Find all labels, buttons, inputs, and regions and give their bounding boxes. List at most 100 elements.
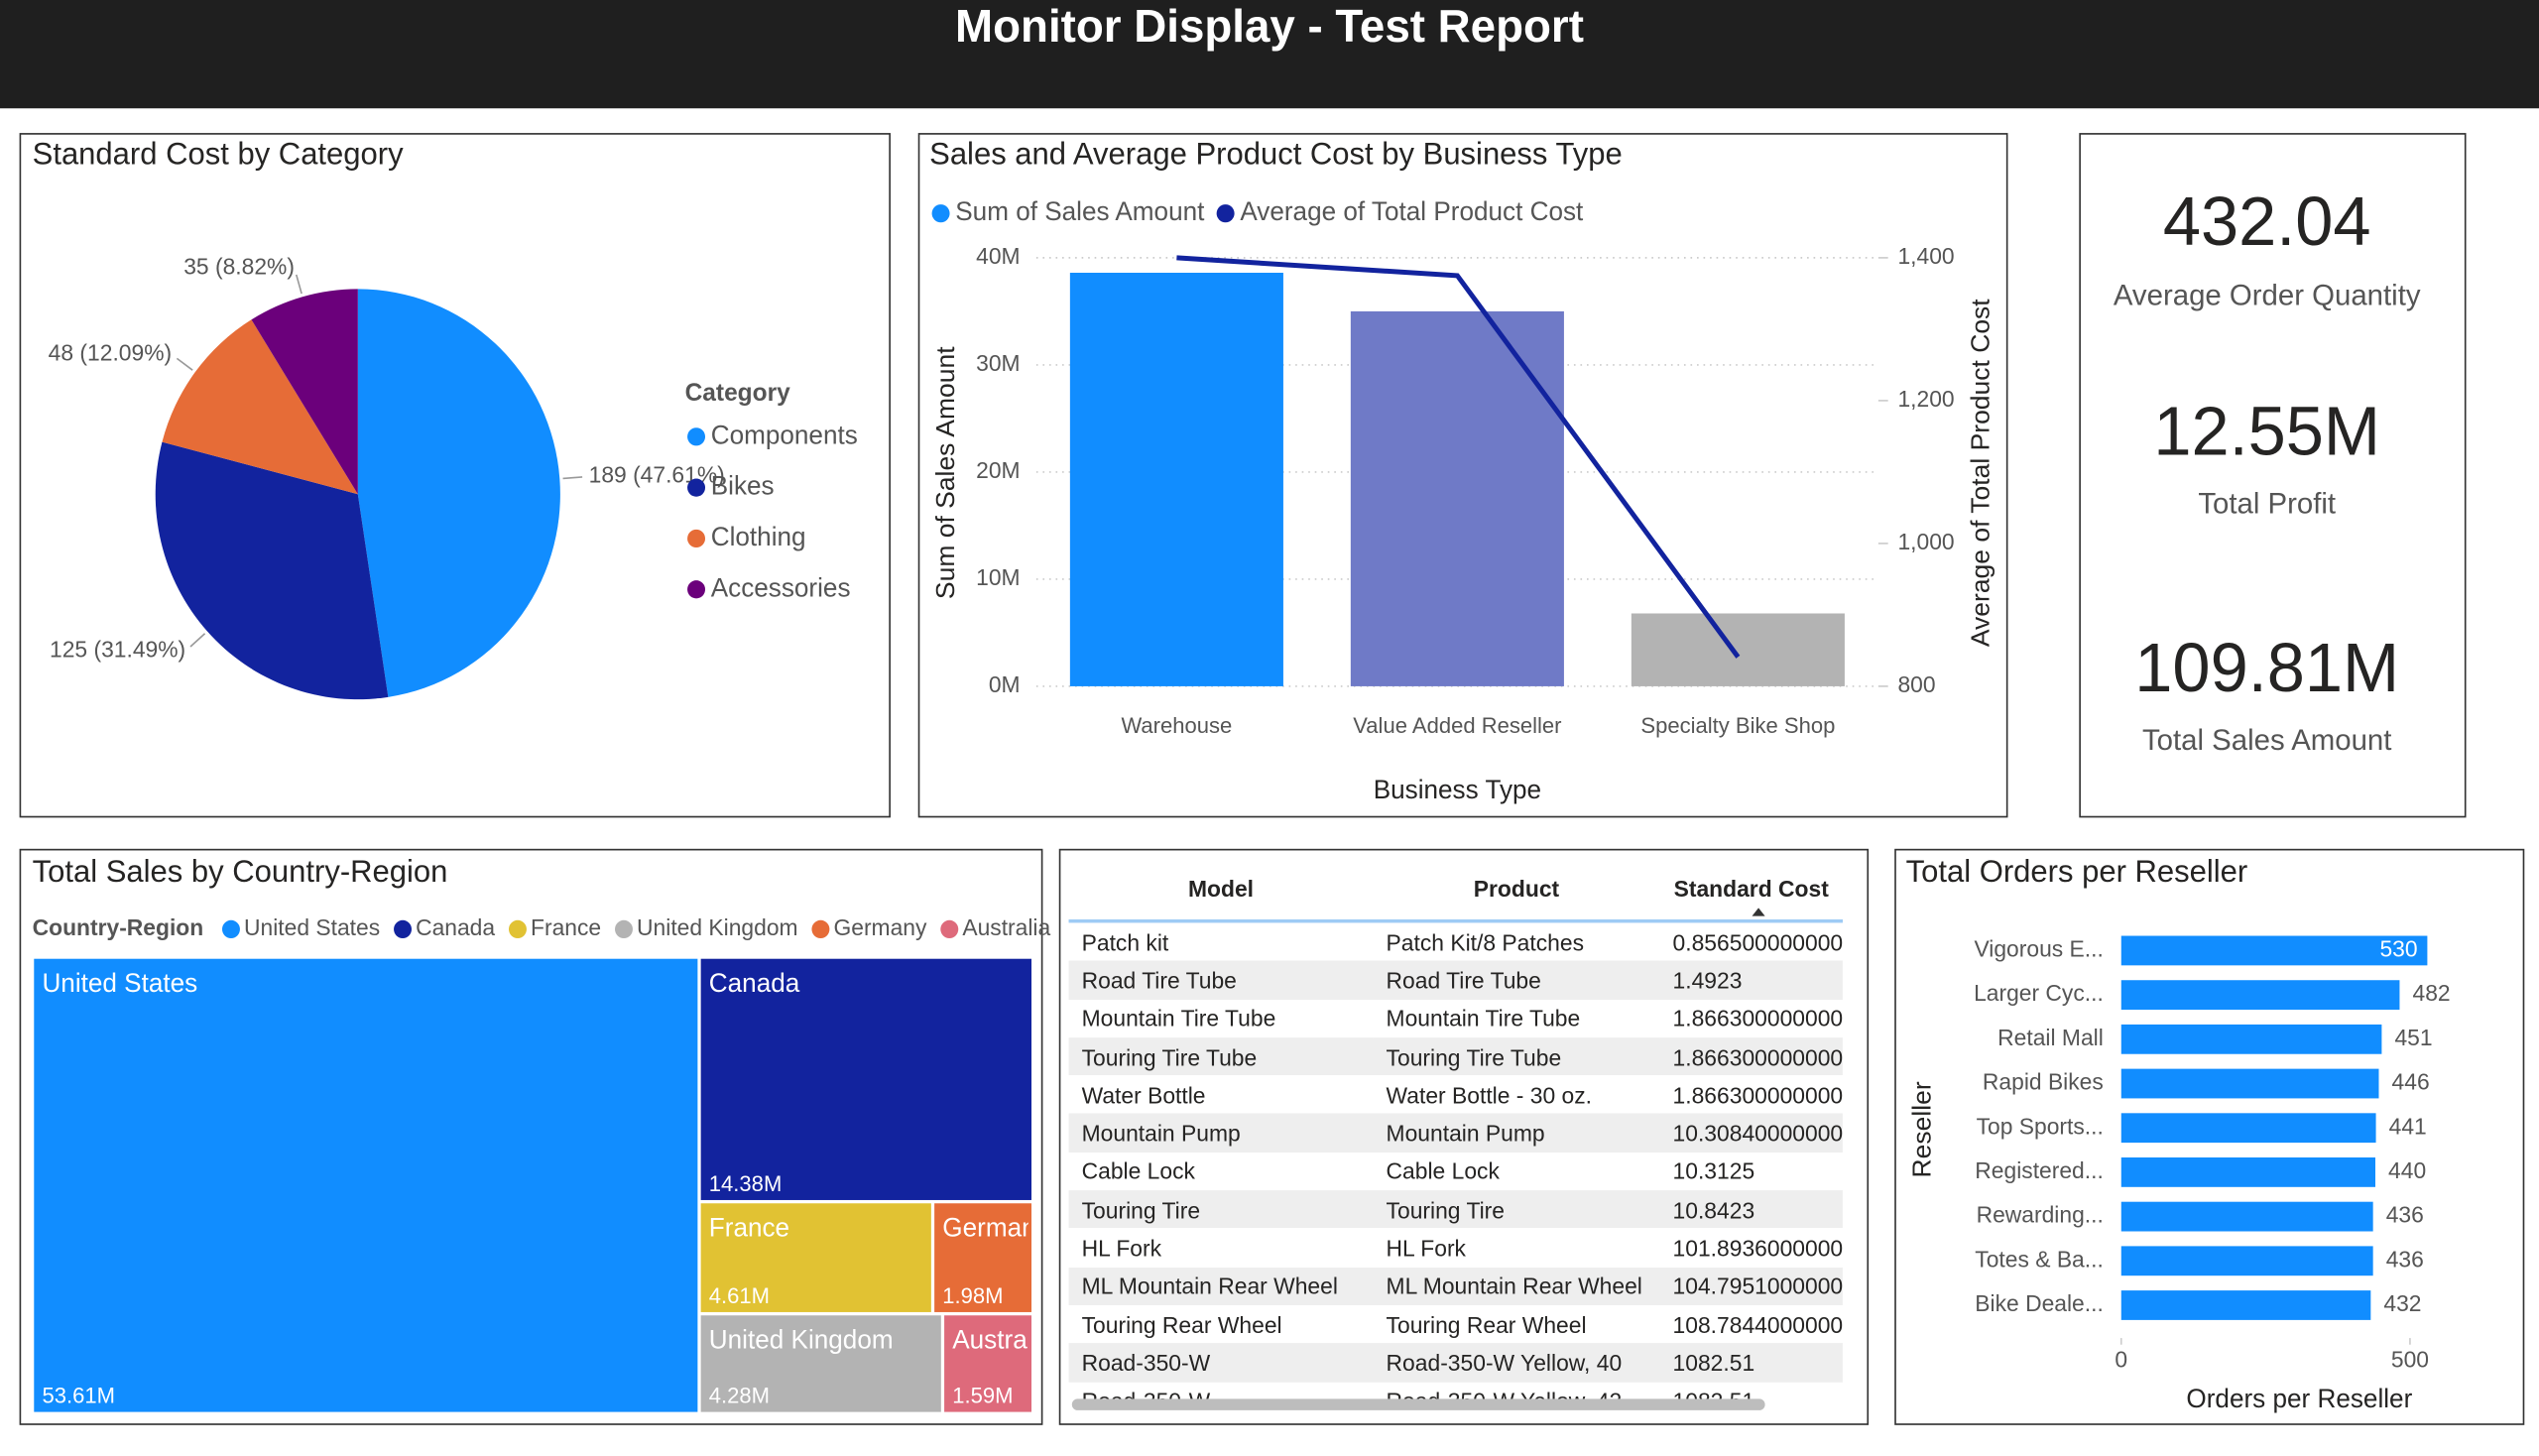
data-label: 436 — [2386, 1202, 2424, 1228]
table-row: Mountain Tire Tube Mountain Tire Tube 1.86… — [1069, 999, 1843, 1037]
column-header[interactable]: Standard Cost — [1659, 857, 1843, 923]
tile-value: 1.59M — [952, 1383, 1013, 1407]
table-row: Cable Lock Cable Lock 10.3125 — [1069, 1153, 1843, 1191]
y-tick-label: 0M — [989, 671, 1021, 697]
line-series — [1176, 255, 1741, 659]
pie-slice — [251, 289, 358, 495]
y-axis-title: Sum of Sales Amount — [930, 346, 960, 599]
sort-arrow — [1751, 908, 1764, 916]
bar — [2120, 980, 2400, 1011]
legend-label: Canada — [416, 914, 495, 940]
table-cell: Water Bottle - 30 oz. — [1386, 1081, 1593, 1109]
data-label: 446 — [2392, 1068, 2430, 1094]
table-cell: 108.784400000000 — [1672, 1310, 1843, 1338]
tile-label: Australia — [952, 1325, 1053, 1355]
bar — [2120, 1068, 2379, 1099]
data-label: 125 (31.49%) — [50, 636, 185, 662]
y2-tick-label: 1,200 — [1897, 386, 1954, 412]
x-tick-label: 500 — [2391, 1346, 2429, 1372]
y-tick-label: 10M — [976, 564, 1020, 590]
legend-marker — [1216, 204, 1235, 223]
leader-line — [295, 274, 302, 295]
legend-label: Clothing — [711, 522, 806, 551]
data-label: 441 — [2389, 1113, 2427, 1139]
card-label: Average Order Quantity — [2114, 279, 2421, 311]
data-label: 436 — [2386, 1246, 2424, 1272]
column-header[interactable]: Model — [1068, 857, 1374, 923]
x-axis-title: Business Type — [1374, 775, 1541, 804]
table-cell: 1.4923 — [1659, 960, 1843, 1000]
legend-label: United States — [244, 914, 380, 940]
table-cell: Touring Tire — [1373, 1190, 1660, 1229]
chart-title: Sales and Average Product Cost by Busine… — [929, 136, 1623, 171]
column-header[interactable]: Product — [1373, 857, 1660, 923]
table-cell: Road Tire Tube — [1068, 960, 1374, 1000]
table-cell: HL Fork — [1081, 1234, 1162, 1262]
y-tick-label: Top Sports... — [1977, 1113, 2104, 1139]
tile-value: 4.28M — [709, 1383, 770, 1407]
scrollbar[interactable] — [1071, 1398, 1765, 1410]
legend-marker — [931, 204, 950, 223]
pie-slice — [155, 441, 389, 700]
y-tick-label: Vigorous E... — [1974, 935, 2103, 961]
pie-slice — [162, 319, 358, 495]
legend-title: Category — [685, 380, 790, 407]
bar — [2120, 1246, 2373, 1276]
x-tick-label: 0 — [2115, 1346, 2127, 1372]
legend-marker — [221, 919, 240, 939]
table-row: Patch kit Patch Kit/8 Patches 0.8565000000… — [1069, 921, 1843, 961]
bar — [2120, 1157, 2375, 1187]
legend-title: Country-Region — [33, 914, 204, 940]
table-cell: Road Tire Tube — [1373, 960, 1660, 1000]
table-cell: Touring Tire — [1068, 1190, 1374, 1229]
card-value: 109.81M — [2134, 629, 2399, 707]
legend-label: Australia — [962, 914, 1050, 940]
data-label: 440 — [2388, 1157, 2426, 1183]
y-tick-label: Totes & Ba... — [1975, 1246, 2104, 1272]
x-tick-label: Warehouse — [1121, 713, 1232, 738]
legend-label: Average of Total Product Cost — [1240, 196, 1584, 226]
bar — [1069, 273, 1283, 686]
table-cell: ML Mountain Rear Wheel — [1068, 1267, 1374, 1305]
y2-tick-label: 800 — [1897, 671, 1935, 697]
treemap-tile — [700, 1315, 941, 1412]
chart-title: Total Sales by Country-Region — [33, 854, 448, 889]
y-tick-label: Rewarding... — [1977, 1202, 2104, 1228]
y-tick-label: 20M — [976, 457, 1020, 483]
table-cell: Mountain Pump — [1373, 1114, 1660, 1153]
page-title: Monitor Display - Test Report — [955, 0, 1584, 52]
chart-title: Standard Cost by Category — [33, 136, 404, 171]
bar — [2120, 1290, 2371, 1320]
leader-line — [562, 476, 583, 480]
legend-marker — [940, 919, 959, 939]
table-row: Road Tire Tube Road Tire Tube 1.4923 — [1068, 960, 1843, 1000]
y-tick-label: 30M — [976, 350, 1020, 376]
x-tick-label: Specialty Bike Shop — [1640, 713, 1835, 738]
table-cell: Touring Rear Wheel — [1386, 1310, 1587, 1338]
table-row: HL Fork HL Fork 101.893600000000 — [1069, 1229, 1843, 1268]
table-row: Mountain Pump Mountain Pump 10.30840000000… — [1068, 1114, 1843, 1153]
legend-marker — [811, 919, 830, 939]
table-cell: 1082.51 — [1659, 1343, 1843, 1383]
bar — [1631, 613, 1845, 686]
leader-line — [189, 633, 206, 648]
y2-tick-label: 1,400 — [1897, 243, 1954, 269]
data-label: 530 — [2379, 935, 2417, 961]
table-cell: Mountain Tire Tube — [1386, 1005, 1581, 1031]
y2-axis-title: Average of Total Product Cost — [1965, 299, 1995, 647]
legend-marker — [687, 580, 706, 599]
tile-label: Canada — [709, 968, 800, 998]
table-cell: Cable Lock — [1386, 1157, 1500, 1185]
table-cell: 10.3125 — [1672, 1157, 1755, 1185]
data-label: 451 — [2394, 1025, 2432, 1050]
table-cell: Touring Tire Tube — [1068, 1036, 1374, 1076]
card-value: 12.55M — [2153, 392, 2380, 470]
y-tick-label: 40M — [976, 243, 1020, 269]
table-cell: Water Bottle — [1081, 1081, 1206, 1109]
x-tick-label: Value Added Reseller — [1353, 713, 1562, 738]
card-value: 432.04 — [2163, 182, 2371, 260]
table-cell: Mountain Tire Tube — [1081, 1005, 1276, 1031]
